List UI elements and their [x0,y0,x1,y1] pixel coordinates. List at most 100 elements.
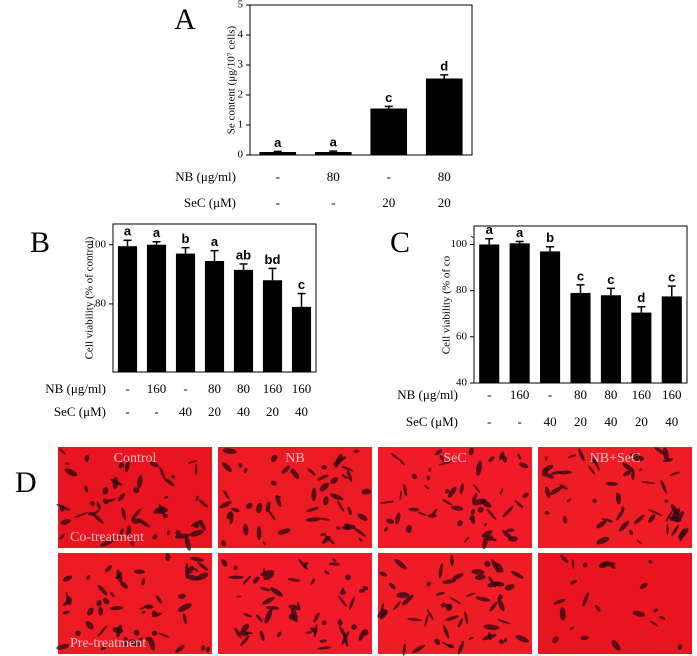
cell [508,536,518,542]
cell [435,449,443,456]
panel-label: A [174,3,196,36]
cell [633,455,645,462]
treatment-level: 80 [208,381,221,396]
cell [472,498,487,506]
cell [228,575,244,580]
cell [262,541,267,546]
cell [182,613,187,625]
cell [402,643,406,656]
bar [314,152,352,155]
cell [396,592,410,599]
cell [338,626,347,639]
cell [246,502,253,509]
cell [269,587,283,597]
cell [56,644,70,650]
treatment-level: 80 [327,169,340,184]
cell [238,463,243,468]
cell [322,536,331,544]
cell [562,515,568,524]
cell [270,480,277,486]
cell [333,456,346,466]
cell [281,465,291,474]
cell [582,562,588,568]
cell [186,565,194,575]
cell [240,623,250,633]
cell [386,518,395,524]
treatment-level: - [276,169,280,184]
cell [65,591,70,603]
cell [153,505,165,514]
cell [231,507,240,513]
cell [471,569,485,575]
cell [313,612,320,623]
treatment-level: 40 [604,414,617,429]
micrograph-bg [378,553,532,654]
cell [332,558,337,563]
cell [62,575,73,582]
cell [171,475,176,479]
significance-letter: a [274,135,282,150]
condition-label: SeC [443,451,466,466]
cell [628,529,634,535]
treatment-level: - [387,169,391,184]
cell [486,508,497,520]
cell [412,644,426,654]
cell [148,636,156,651]
cell [659,616,666,620]
cell [130,508,141,522]
treatment-name: NB (μg/ml) [45,381,106,396]
cell [544,510,550,515]
cell [544,473,555,479]
cell [341,474,348,479]
cell [195,572,209,581]
cell [553,598,566,605]
micrograph-bg [218,553,372,654]
cell [611,640,621,651]
cell [464,536,470,543]
cell [499,451,505,461]
cell [491,559,500,573]
cell [159,466,166,480]
cell [264,608,273,624]
treatment-level: 20 [382,195,395,210]
cell [133,487,140,494]
cell [472,492,478,503]
significance-letter: a [153,225,161,240]
cell [616,493,622,505]
cell [200,645,206,651]
cell [488,456,495,462]
cell [288,604,301,611]
cell [545,456,548,462]
cell [337,500,345,512]
cell [451,505,464,511]
treatment-name: SeC (μM) [184,195,236,210]
cell [389,582,396,590]
bar [570,292,591,383]
cell [92,513,104,524]
treatment-name: NB (μg/ml) [175,169,236,184]
cell [549,486,563,496]
cell [616,508,625,521]
treatment-level: 160 [662,387,682,402]
cell [618,520,630,532]
cell [498,594,503,600]
significance-letter: a [211,234,219,249]
cell [640,481,656,484]
cell [221,559,228,567]
cell [158,632,170,638]
cell [198,499,209,508]
significance-letter: a [516,225,524,240]
cell [321,465,327,470]
cell [481,530,493,538]
y-tick-label: 100 [451,238,468,250]
cell [221,540,227,547]
cell [662,447,669,462]
cell [439,455,445,462]
treatment-level: - [331,195,335,210]
cell [98,606,104,616]
y-tick-label: 80 [95,297,107,309]
cell [653,608,659,613]
y-axis-label: Se content (μg/10⁷ cells) [226,25,238,134]
y-tick-label: 1 [238,119,244,131]
cell [588,465,596,475]
